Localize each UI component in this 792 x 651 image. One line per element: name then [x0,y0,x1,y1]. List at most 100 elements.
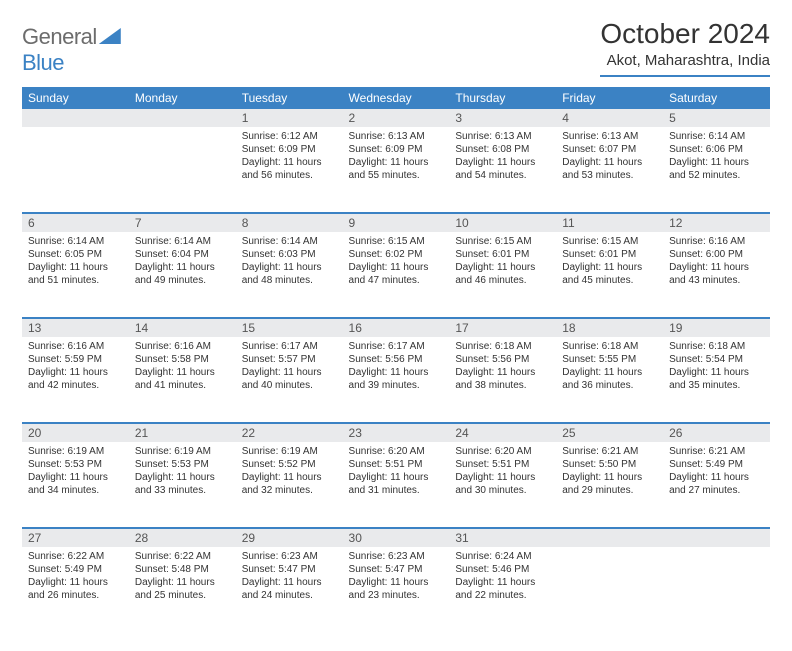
daylight-text: Daylight: 11 hours and 23 minutes. [349,576,444,602]
sunrise-text: Sunrise: 6:16 AM [669,235,764,248]
daylight-text: Daylight: 11 hours and 55 minutes. [349,156,444,182]
sunrise-text: Sunrise: 6:15 AM [349,235,444,248]
sunrise-text: Sunrise: 6:19 AM [242,445,337,458]
sunset-text: Sunset: 5:53 PM [135,458,230,471]
day-number: 3 [449,109,556,127]
day-cell: Sunrise: 6:13 AMSunset: 6:07 PMDaylight:… [556,127,663,213]
sunset-text: Sunset: 6:09 PM [349,143,444,156]
day-cell [663,547,770,633]
week-row: Sunrise: 6:22 AMSunset: 5:49 PMDaylight:… [22,547,770,633]
day-number: 22 [236,423,343,442]
sunset-text: Sunset: 6:06 PM [669,143,764,156]
daylight-text: Daylight: 11 hours and 31 minutes. [349,471,444,497]
daylight-text: Daylight: 11 hours and 22 minutes. [455,576,550,602]
day-cell: Sunrise: 6:22 AMSunset: 5:49 PMDaylight:… [22,547,129,633]
day-number [663,528,770,547]
weekday-header: Thursday [449,87,556,109]
daylight-text: Daylight: 11 hours and 32 minutes. [242,471,337,497]
day-number: 17 [449,318,556,337]
sunset-text: Sunset: 6:04 PM [135,248,230,261]
sunrise-text: Sunrise: 6:14 AM [28,235,123,248]
day-cell: Sunrise: 6:12 AMSunset: 6:09 PMDaylight:… [236,127,343,213]
day-number: 2 [343,109,450,127]
day-number: 1 [236,109,343,127]
weekday-header: Monday [129,87,236,109]
daylight-text: Daylight: 11 hours and 40 minutes. [242,366,337,392]
day-cell [22,127,129,213]
daynum-row: 20212223242526 [22,423,770,442]
daylight-text: Daylight: 11 hours and 38 minutes. [455,366,550,392]
week-row: Sunrise: 6:14 AMSunset: 6:05 PMDaylight:… [22,232,770,318]
daynum-row: 6789101112 [22,213,770,232]
day-number [129,109,236,127]
daylight-text: Daylight: 11 hours and 49 minutes. [135,261,230,287]
sunset-text: Sunset: 5:54 PM [669,353,764,366]
sunset-text: Sunset: 6:00 PM [669,248,764,261]
day-cell: Sunrise: 6:18 AMSunset: 5:54 PMDaylight:… [663,337,770,423]
daylight-text: Daylight: 11 hours and 25 minutes. [135,576,230,602]
sunrise-text: Sunrise: 6:18 AM [669,340,764,353]
sunset-text: Sunset: 5:59 PM [28,353,123,366]
day-cell: Sunrise: 6:20 AMSunset: 5:51 PMDaylight:… [449,442,556,528]
sunset-text: Sunset: 5:52 PM [242,458,337,471]
logo-part2: Blue [22,50,64,75]
day-cell: Sunrise: 6:14 AMSunset: 6:05 PMDaylight:… [22,232,129,318]
title-underline [600,75,770,77]
day-cell: Sunrise: 6:19 AMSunset: 5:53 PMDaylight:… [22,442,129,528]
sunset-text: Sunset: 5:51 PM [349,458,444,471]
calendar-body: 12345Sunrise: 6:12 AMSunset: 6:09 PMDayl… [22,109,770,633]
sunrise-text: Sunrise: 6:16 AM [135,340,230,353]
daylight-text: Daylight: 11 hours and 42 minutes. [28,366,123,392]
daylight-text: Daylight: 11 hours and 45 minutes. [562,261,657,287]
sunrise-text: Sunrise: 6:17 AM [242,340,337,353]
weekday-header-row: Sunday Monday Tuesday Wednesday Thursday… [22,87,770,109]
sunset-text: Sunset: 6:02 PM [349,248,444,261]
day-cell: Sunrise: 6:14 AMSunset: 6:06 PMDaylight:… [663,127,770,213]
daylight-text: Daylight: 11 hours and 48 minutes. [242,261,337,287]
day-number: 16 [343,318,450,337]
day-number: 6 [22,213,129,232]
daylight-text: Daylight: 11 hours and 43 minutes. [669,261,764,287]
sunrise-text: Sunrise: 6:19 AM [28,445,123,458]
sunrise-text: Sunrise: 6:24 AM [455,550,550,563]
day-number: 19 [663,318,770,337]
day-number: 24 [449,423,556,442]
sunrise-text: Sunrise: 6:19 AM [135,445,230,458]
sunrise-text: Sunrise: 6:17 AM [349,340,444,353]
day-cell: Sunrise: 6:22 AMSunset: 5:48 PMDaylight:… [129,547,236,633]
calendar-page: General Blue October 2024 Akot, Maharash… [0,0,792,651]
logo-triangle-icon [99,28,121,44]
day-number: 10 [449,213,556,232]
day-cell: Sunrise: 6:17 AMSunset: 5:56 PMDaylight:… [343,337,450,423]
calendar-table: Sunday Monday Tuesday Wednesday Thursday… [22,87,770,633]
day-number: 13 [22,318,129,337]
sunrise-text: Sunrise: 6:15 AM [455,235,550,248]
day-cell: Sunrise: 6:16 AMSunset: 6:00 PMDaylight:… [663,232,770,318]
day-number: 12 [663,213,770,232]
day-cell: Sunrise: 6:15 AMSunset: 6:02 PMDaylight:… [343,232,450,318]
sunset-text: Sunset: 5:57 PM [242,353,337,366]
daynum-row: 2728293031 [22,528,770,547]
sunrise-text: Sunrise: 6:14 AM [669,130,764,143]
sunrise-text: Sunrise: 6:23 AM [349,550,444,563]
day-cell [556,547,663,633]
day-number: 30 [343,528,450,547]
daylight-text: Daylight: 11 hours and 29 minutes. [562,471,657,497]
sunset-text: Sunset: 6:09 PM [242,143,337,156]
sunset-text: Sunset: 6:05 PM [28,248,123,261]
title-block: October 2024 Akot, Maharashtra, India [600,18,770,77]
day-cell: Sunrise: 6:14 AMSunset: 6:04 PMDaylight:… [129,232,236,318]
sunset-text: Sunset: 6:01 PM [455,248,550,261]
weekday-header: Sunday [22,87,129,109]
day-number: 28 [129,528,236,547]
sunset-text: Sunset: 5:46 PM [455,563,550,576]
sunrise-text: Sunrise: 6:14 AM [242,235,337,248]
sunrise-text: Sunrise: 6:15 AM [562,235,657,248]
day-cell: Sunrise: 6:24 AMSunset: 5:46 PMDaylight:… [449,547,556,633]
day-cell: Sunrise: 6:20 AMSunset: 5:51 PMDaylight:… [343,442,450,528]
day-number: 15 [236,318,343,337]
sunrise-text: Sunrise: 6:21 AM [562,445,657,458]
day-cell: Sunrise: 6:15 AMSunset: 6:01 PMDaylight:… [449,232,556,318]
day-number: 8 [236,213,343,232]
day-cell: Sunrise: 6:21 AMSunset: 5:50 PMDaylight:… [556,442,663,528]
